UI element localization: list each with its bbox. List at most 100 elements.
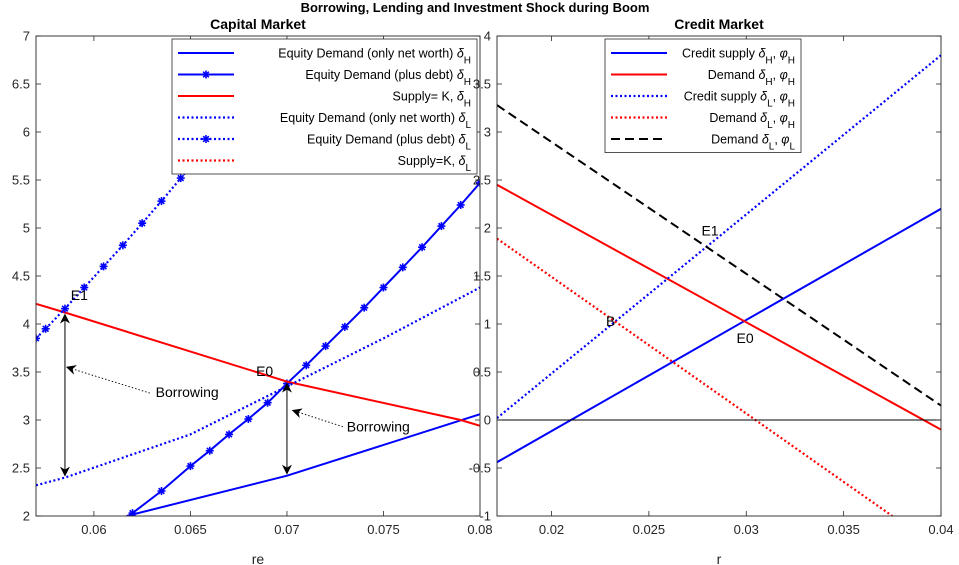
marker-stroke [61, 305, 69, 313]
marker-stroke [100, 263, 107, 270]
legend-marker-stroke [202, 71, 210, 78]
marker-stroke [138, 219, 146, 227]
x-tick-label: 0.035 [827, 522, 860, 537]
marker-stroke [244, 415, 252, 423]
marker-stroke [437, 222, 445, 230]
x-axis-label: re [252, 551, 265, 565]
legend-label: Equity Demand (plus debt) δL [307, 133, 471, 153]
marker-stroke [322, 342, 329, 350]
marker-stroke [36, 337, 40, 342]
series-point [60, 304, 69, 313]
marker-stroke [158, 197, 165, 205]
y-tick-label: 2.5 [473, 173, 491, 188]
y-tick-label: 6.5 [12, 77, 30, 92]
x-tick-label: 0.08 [467, 522, 492, 537]
borrowing-pointer [65, 365, 151, 394]
marker-stroke [129, 509, 136, 516]
series-point [99, 262, 108, 271]
annotation-label: E1 [701, 223, 718, 239]
y-tick-label: 0 [484, 413, 491, 428]
series-line-2 [36, 302, 480, 427]
annotation-label: Borrowing [156, 384, 219, 400]
legend-label: Credit supply δL, φH [684, 90, 795, 110]
marker-stroke [42, 325, 50, 333]
series-point [456, 200, 465, 209]
x-tick-label: 0.025 [633, 522, 666, 537]
series-point [138, 219, 147, 228]
marker-stroke [476, 179, 480, 185]
annotation-label: E0 [256, 363, 273, 379]
legend: Equity Demand (only net worth) δHEquity … [171, 38, 478, 175]
y-tick-label: 0.5 [473, 365, 491, 380]
y-tick-label: 6 [23, 125, 30, 140]
y-tick-label: 2.5 [12, 461, 30, 476]
legend-label: Demand δH, φH [708, 68, 795, 88]
marker-stroke [302, 361, 310, 369]
figure-title: Borrowing, Lending and Investment Shock … [301, 0, 650, 15]
legend-label: Equity Demand (only net worth) δH [278, 47, 471, 67]
series-point [41, 324, 50, 333]
series-point [321, 342, 330, 351]
series-line-1 [497, 183, 941, 431]
x-tick-label: 0.065 [174, 522, 207, 537]
marker-stroke [177, 174, 185, 182]
y-tick-label: 3.5 [12, 365, 30, 380]
marker-stroke [380, 284, 387, 291]
marker-stroke [399, 263, 407, 271]
series-point [263, 398, 272, 407]
legend-label: Supply=K, δL [398, 154, 472, 174]
legend-label: Demand δL, φH [709, 111, 795, 131]
series-point [398, 263, 407, 272]
x-tick-label: 0.04 [928, 522, 953, 537]
series-line-0 [126, 413, 480, 516]
marker-stroke [341, 323, 349, 331]
series-point [205, 446, 214, 455]
annotation-label: Borrowing [347, 419, 410, 435]
series-point [340, 322, 349, 331]
series-point [302, 361, 311, 370]
marker-stroke [187, 462, 194, 470]
series-line-3 [36, 286, 480, 487]
marker-stroke [476, 181, 480, 187]
legend-box [604, 38, 802, 153]
legend-label: Credit supply δH, φH [682, 47, 795, 67]
y-tick-label: 3 [484, 125, 491, 140]
capital-market-panel: 0.06 0.065 0.07 0.075 0.08 2 2.5 3 3.5 4 4.5 5 5.5 6 6… [12, 16, 493, 565]
series-point [225, 430, 234, 439]
series-point [176, 174, 185, 183]
y-tick-label: 1 [484, 317, 491, 332]
y-tick-label: 3 [23, 413, 30, 428]
series-group [36, 128, 480, 516]
series-point [157, 487, 166, 496]
legend-label: Equity Demand (plus debt) δH [305, 68, 471, 88]
marker-stroke [80, 284, 88, 291]
x-axis-label: r [717, 551, 722, 565]
y-tick-label: -1 [479, 509, 491, 524]
marker-stroke [418, 243, 426, 251]
series-point [244, 415, 253, 424]
y-tick-label: 2 [23, 509, 30, 524]
marker-stroke [158, 487, 165, 495]
series-group [497, 54, 941, 516]
series-point [36, 334, 40, 343]
y-tick-label: 2 [484, 221, 491, 236]
y-tick-label: -0.5 [469, 461, 491, 476]
series-point [157, 197, 166, 206]
x-tick-label: 0.07 [274, 522, 299, 537]
credit-market-panel: 0.02 0.025 0.03 0.035 0.04 -1 -0.5 0 0.5 1 1.5 2 2.5… [469, 16, 954, 565]
marker-stroke [206, 447, 214, 455]
annotation-label: E1 [71, 287, 88, 303]
marker-stroke [264, 399, 272, 407]
x-tick-label: 0.02 [539, 522, 564, 537]
marker-stroke [119, 241, 127, 249]
series-point [379, 283, 388, 292]
marker-stroke [225, 431, 233, 438]
marker-stroke [457, 201, 465, 209]
series-line-4 [497, 104, 941, 407]
y-tick-label: 5 [23, 221, 30, 236]
annotation-label: B [606, 313, 615, 329]
legend-label: Demand δL, φL [711, 133, 795, 153]
series-line-2 [497, 54, 941, 419]
